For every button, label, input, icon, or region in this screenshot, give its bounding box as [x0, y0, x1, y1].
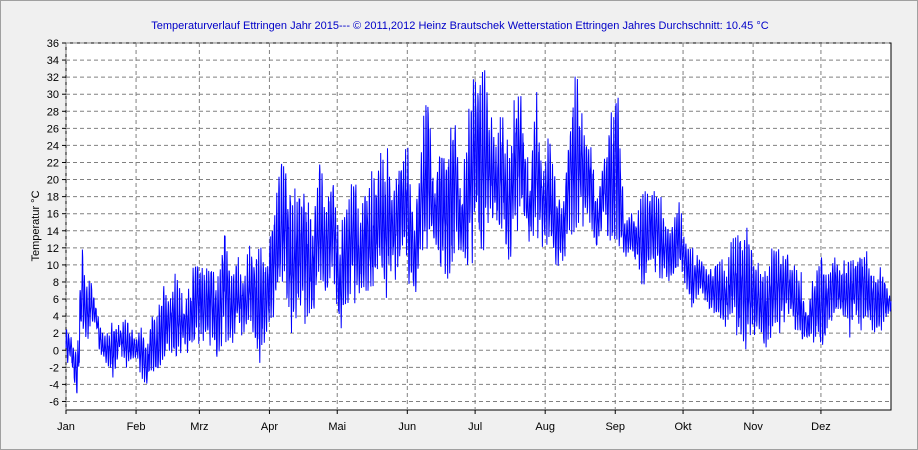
x-tick-label-apr: Apr — [261, 421, 278, 433]
x-tick-label-sep: Sep — [605, 421, 625, 433]
x-axis: Jan Feb Mrz Apr Mai Jun Jul Aug Sep Okt Nov Dez — [57, 410, 831, 433]
y-tick-label: 12 — [47, 243, 59, 255]
y-tick-label: 34 — [47, 55, 59, 67]
y-axis-label: Temperatur °C — [30, 190, 42, 261]
y-tick-label: 20 — [47, 175, 59, 187]
y-tick-label: 2 — [53, 328, 59, 340]
y-tick-label: 36 — [47, 38, 59, 50]
y-tick-label: 24 — [47, 140, 59, 152]
y-tick-label: 22 — [47, 157, 59, 169]
y-tick-label: 4 — [53, 311, 59, 323]
x-tick-label-nov: Nov — [743, 421, 763, 433]
y-tick-label: -6 — [49, 396, 59, 408]
y-tick-label: 18 — [47, 192, 59, 204]
y-tick-label: -4 — [49, 379, 59, 391]
y-tick-label: 30 — [47, 89, 59, 101]
y-tick-label: 6 — [53, 294, 59, 306]
x-tick-label-aug: Aug — [535, 421, 555, 433]
y-tick-label: 8 — [53, 277, 59, 289]
y-tick-label: 14 — [47, 226, 59, 238]
grid-lines — [65, 42, 891, 410]
y-tick-label: 0 — [53, 345, 59, 357]
x-tick-label-jan: Jan — [57, 421, 75, 433]
x-tick-label-mai: Mai — [328, 421, 346, 433]
y-tick-label: 10 — [47, 260, 59, 272]
x-tick-label-jun: Jun — [398, 421, 416, 433]
x-tick-label-feb: Feb — [127, 421, 146, 433]
series-line — [65, 70, 892, 394]
y-tick-label: 26 — [47, 123, 59, 135]
y-tick-label: 32 — [47, 72, 59, 84]
x-tick-label-okt: Okt — [674, 421, 691, 433]
chart-title: Temperaturverlauf Ettringen Jahr 2015---… — [151, 20, 769, 32]
y-tick-label: 28 — [47, 106, 59, 118]
x-tick-label-jul: Jul — [468, 421, 482, 433]
y-tick-label: -2 — [49, 362, 59, 374]
x-tick-label-dez: Dez — [811, 421, 831, 433]
x-tick-label-mrz: Mrz — [190, 421, 208, 433]
y-tick-label: 16 — [47, 209, 59, 221]
